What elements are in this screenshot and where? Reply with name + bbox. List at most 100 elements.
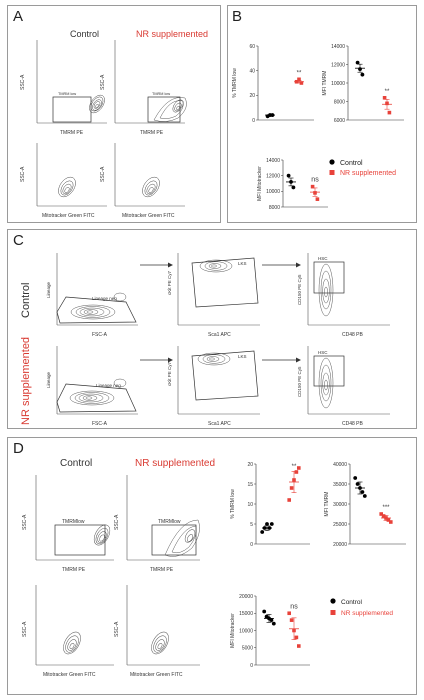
data-point-control [260, 530, 265, 534]
significance-label: ** [385, 89, 390, 95]
panel-d-nr-title: NR supplemented [135, 458, 215, 469]
y-axis-label: SSC-A [114, 621, 120, 637]
data-point-nr [287, 498, 291, 502]
y-tick-label: 0 [250, 663, 253, 669]
y-axis-label: % TMRM low [230, 489, 236, 519]
y-axis-label: MFI Mitotracker [257, 166, 263, 201]
data-point-control [362, 494, 367, 498]
x-axis-label: Mitotracker Green FITC [42, 213, 95, 219]
lineage-neg-gate [56, 296, 137, 324]
flow-plot-c-control-lineage: Lineage neg Lineage FSC-A [46, 253, 138, 338]
y-tick-label: 10000 [331, 81, 345, 87]
x-axis-label: TMRM PE [60, 130, 84, 136]
gate-label: TMRM low [152, 92, 170, 96]
legend-nr-marker [330, 610, 336, 615]
x-axis-label: CD48 PB [342, 332, 364, 338]
data-point-control [270, 113, 275, 117]
data-point-control [289, 180, 293, 184]
y-axis-label: SSC-A [20, 74, 26, 90]
contour-cluster [63, 631, 81, 655]
contour-cluster [89, 94, 105, 114]
y-tick-label: 60 [249, 44, 255, 50]
y-axis-label: CD150 PE Cy5 [297, 274, 302, 305]
flow-plot-c-nr-lineage: Lineage neg Lineage FSC-A [46, 346, 138, 427]
legend-control-marker [330, 598, 336, 604]
y-tick-label: 15000 [239, 611, 253, 617]
hsc-gate [313, 261, 345, 294]
y-axis-label: % TMRM low [232, 68, 238, 98]
y-tick-label: 5000 [242, 646, 253, 652]
tmrm-low-gate [151, 524, 197, 556]
gate-label: HSC [318, 256, 328, 261]
tmrm-low-gate [147, 96, 181, 123]
panel-a-control-title: Control [70, 29, 99, 39]
y-tick-label: 40 [249, 68, 255, 74]
hsc-gate [313, 355, 345, 387]
data-point-nr [299, 81, 304, 85]
data-point-nr [384, 516, 388, 520]
contour-cluster [197, 352, 231, 366]
y-tick-label: 20 [247, 462, 253, 468]
significance-label: ** [297, 70, 302, 76]
contour-cluster [151, 631, 169, 655]
y-tick-label: 35000 [333, 482, 347, 488]
data-point-control [269, 618, 274, 623]
contour-cluster [164, 519, 200, 557]
y-tick-label: 15 [247, 482, 253, 488]
y-tick-label: 14000 [266, 158, 280, 164]
data-point-control [262, 526, 267, 530]
y-tick-label: 0 [252, 118, 255, 124]
chart-b-mfi-tmrm: 6000 8000 10000 12000 14000 MFI TMRM ** [322, 44, 404, 124]
x-axis-label: TMRM PE [140, 130, 164, 136]
data-point-nr [289, 618, 294, 622]
y-axis-label: cKit PE Cy7 [167, 361, 172, 386]
gate-label: LKS [238, 261, 247, 266]
significance-label: ** [292, 464, 297, 470]
y-tick-label: 10000 [266, 189, 280, 195]
data-point-nr [315, 197, 320, 201]
chart-d-pct-tmrm-low: 0 5 10 15 20 % TMRM low ** [230, 462, 310, 548]
y-tick-label: 10000 [239, 628, 253, 634]
contour-cluster [318, 263, 334, 317]
data-point-control [267, 526, 272, 530]
legend-d: Control NR supplemented [330, 598, 393, 617]
data-point-control [358, 67, 362, 72]
x-axis-label: FSC-A [92, 332, 108, 338]
y-tick-label: 30000 [333, 502, 347, 508]
data-point-nr [386, 518, 391, 522]
arrow-head [296, 262, 301, 268]
legend-nr-label: NR supplemented [341, 610, 393, 617]
y-tick-label: 40000 [333, 462, 347, 468]
arrow-head [296, 357, 301, 363]
data-point-control [355, 482, 360, 486]
lineage-neg-gate [56, 383, 137, 413]
data-point-nr [292, 628, 296, 633]
data-point-nr [294, 635, 299, 640]
flow-plot-d-control-tmrm: TMRMlow SSC-A TMRM PE [22, 475, 114, 573]
panel-c-label: C [13, 232, 24, 249]
data-point-control [271, 621, 276, 626]
y-axis-label: MFI Mitotracker [230, 613, 236, 648]
arrow-head [168, 262, 173, 268]
data-point-control [265, 522, 269, 526]
x-axis-label: CD48 PB [342, 421, 364, 427]
y-axis-label: Lineage [46, 371, 51, 388]
panel-a [7, 5, 221, 223]
panel-d-control-title: Control [60, 458, 92, 469]
y-tick-label: 6000 [334, 118, 345, 124]
panel-b [227, 5, 417, 223]
data-point-nr [297, 77, 301, 82]
y-tick-label: 25000 [333, 522, 347, 528]
gate-label: TMRM low [58, 92, 76, 96]
significance-label: *** [382, 505, 390, 511]
row-label-control: Control [20, 283, 32, 318]
panel-c [7, 229, 417, 429]
y-tick-label: 8000 [269, 205, 280, 211]
gate-label: TMRMlow [158, 519, 181, 525]
y-axis-label: SSC-A [100, 166, 106, 182]
y-axis-label: MFI TMRM [322, 71, 328, 96]
contour-cluster [58, 176, 76, 198]
